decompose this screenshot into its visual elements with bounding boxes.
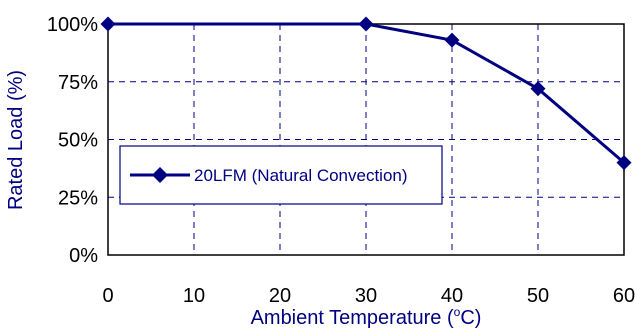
y-tick-label: 0% <box>69 245 98 267</box>
x-tick-label: 10 <box>183 285 205 307</box>
x-tick-label: 40 <box>441 285 463 307</box>
x-axis-label: Ambient Temperature (oC) <box>251 305 482 329</box>
legend-marker <box>152 167 168 183</box>
y-axis-ticks: 0% 25% 50% 75% 100% <box>47 14 98 267</box>
y-tick-label: 75% <box>58 72 98 94</box>
data-point-marker <box>616 155 632 171</box>
x-tick-label: 60 <box>613 285 635 307</box>
y-tick-label: 25% <box>58 187 98 209</box>
data-point-marker <box>530 81 546 97</box>
x-tick-label: 20 <box>269 285 291 307</box>
y-axis-label: Rated Load (%) <box>5 70 27 210</box>
x-tick-label: 50 <box>527 285 549 307</box>
legend-label: 20LFM (Natural Convection) <box>194 166 408 185</box>
x-axis-ticks: 0 10 20 30 40 50 60 <box>102 285 635 307</box>
series-group <box>100 16 632 171</box>
y-tick-label: 100% <box>47 14 98 36</box>
x-tick-label: 0 <box>102 285 113 307</box>
data-point-marker <box>358 16 374 32</box>
y-tick-label: 50% <box>58 130 98 152</box>
data-point-marker <box>444 32 460 48</box>
grid-lines <box>108 24 624 255</box>
x-tick-label: 30 <box>355 285 377 307</box>
data-point-marker <box>100 16 116 32</box>
legend: 20LFM (Natural Convection) <box>119 145 443 205</box>
